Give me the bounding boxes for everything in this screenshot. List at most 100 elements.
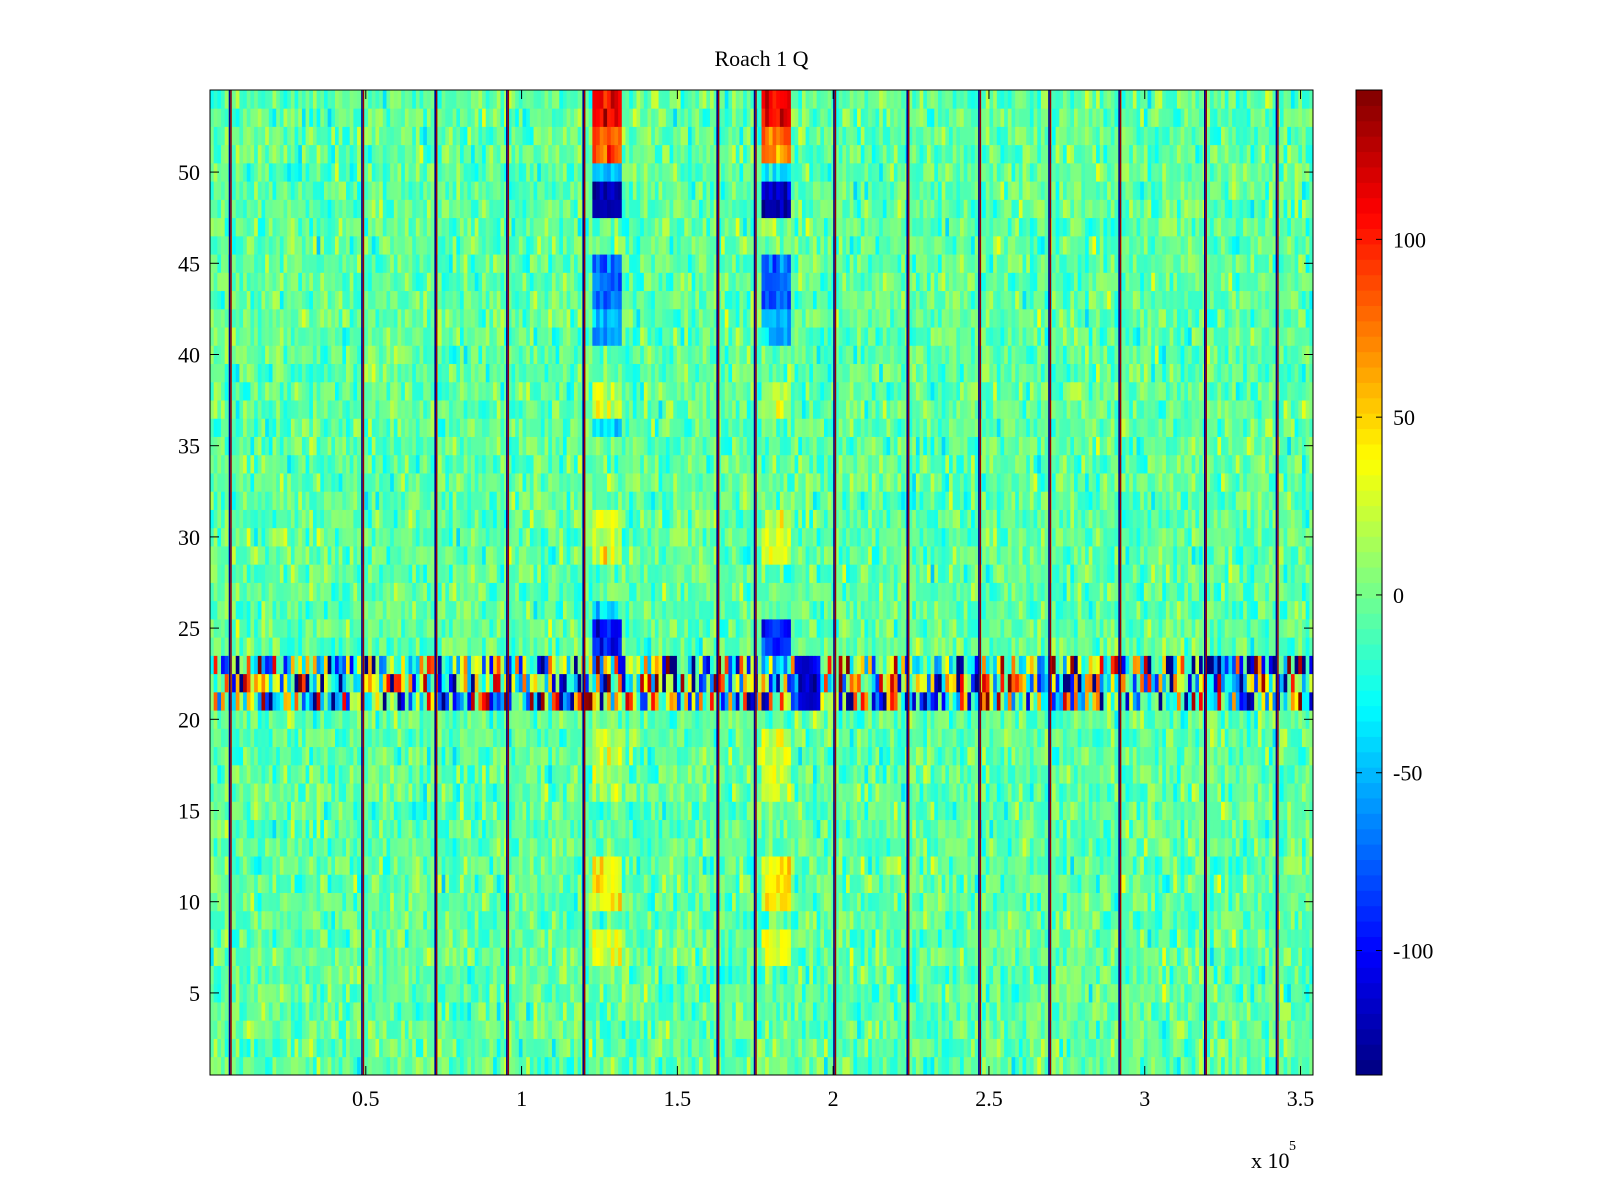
heatmap-cell [379, 1020, 384, 1039]
heatmap-cell [761, 910, 766, 930]
heatmap-cell [368, 801, 373, 821]
heatmap-cell [1165, 856, 1171, 875]
heatmap-cell [1033, 837, 1038, 857]
heatmap-cell [676, 929, 682, 948]
heatmap-cell [937, 819, 943, 839]
heatmap-cell [1011, 1002, 1016, 1021]
heatmap-cell [1147, 801, 1152, 821]
heatmap-cell [603, 892, 608, 912]
heatmap-cell [805, 965, 810, 985]
heatmap-cell [1210, 1056, 1215, 1076]
heatmap-cell [1110, 929, 1115, 948]
heatmap-cell [691, 819, 696, 839]
heatmap-cell [757, 874, 762, 893]
heatmap-cell [908, 819, 913, 839]
heatmap-cell [779, 783, 784, 802]
heatmap-cell [562, 764, 568, 784]
heatmap-cell [368, 819, 373, 839]
heatmap-cell [478, 764, 483, 784]
heatmap-cell [526, 929, 531, 948]
heatmap-cell [1235, 1056, 1240, 1076]
heatmap-cell [735, 783, 740, 802]
heatmap-cell [1107, 856, 1112, 875]
heatmap-cell [335, 892, 340, 912]
heatmap-cell [1287, 947, 1292, 966]
heatmap-cell [974, 1002, 979, 1021]
heatmap-cell [673, 910, 678, 930]
heatmap-cell [1154, 1002, 1159, 1021]
heatmap-cell [1180, 837, 1185, 857]
heatmap-cell [338, 892, 343, 912]
heatmap-cell [235, 856, 240, 875]
heatmap-cell [912, 910, 917, 930]
heatmap-cell [224, 837, 229, 857]
heatmap-cell [798, 910, 803, 930]
heatmap-cell [533, 1038, 538, 1058]
heatmap-cell [1147, 910, 1152, 930]
heatmap-cell [915, 764, 920, 784]
heatmap-cell [824, 947, 829, 966]
heatmap-cell [1037, 892, 1042, 912]
heatmap-cell [640, 856, 645, 875]
heatmap-cell [610, 1020, 615, 1039]
heatmap-cell [857, 1002, 862, 1021]
heatmap-cell [937, 947, 943, 966]
heatmap-cell [607, 856, 612, 875]
heatmap-cell [1309, 856, 1314, 875]
heatmap-cell [1187, 947, 1193, 966]
heatmap-cell [379, 819, 384, 839]
heatmap-cell [1129, 837, 1134, 857]
heatmap-cell [257, 856, 262, 875]
heatmap-cell [1221, 837, 1226, 857]
heatmap-cell [393, 1020, 398, 1039]
heatmap-cell [1022, 965, 1027, 985]
heatmap-cell [445, 965, 450, 985]
heatmap-cell [445, 1056, 450, 1076]
heatmap-cell [544, 1020, 549, 1039]
heatmap-cell [809, 1056, 814, 1076]
heatmap-cell [1239, 1002, 1244, 1021]
heatmap-cell [971, 892, 976, 912]
heatmap-cell [235, 783, 240, 802]
heatmap-cell [279, 892, 284, 912]
heatmap-cell [1151, 837, 1156, 857]
heatmap-cell [728, 929, 733, 948]
heatmap-cell [750, 1038, 755, 1058]
heatmap-cell [893, 965, 898, 985]
heatmap-cell [676, 1020, 682, 1039]
heatmap-cell [1044, 892, 1049, 912]
heatmap-cell [654, 764, 659, 784]
heatmap-cell [743, 983, 748, 1003]
heatmap-cell [897, 965, 902, 985]
heatmap-cell [1085, 965, 1090, 985]
heatmap-cell [1246, 783, 1251, 802]
heatmap-cell [1301, 929, 1307, 948]
heatmap-cell [1059, 783, 1064, 802]
heatmap-cell [408, 1056, 413, 1076]
heatmap-cell [217, 1038, 222, 1058]
heatmap-cell [625, 837, 630, 857]
heatmap-cell [1243, 856, 1248, 875]
heatmap-cell [665, 783, 670, 802]
heatmap-cell [1022, 856, 1027, 875]
heatmap-cell [1051, 819, 1057, 839]
heatmap-cell [1151, 874, 1156, 893]
heatmap-cell [430, 1056, 435, 1076]
heatmap-cell [945, 1038, 950, 1058]
heatmap-cell [250, 1038, 255, 1058]
heatmap-cell [721, 801, 726, 821]
heatmap-cell [390, 837, 395, 857]
heatmap-cell [1022, 1002, 1027, 1021]
heatmap-cell [379, 1056, 384, 1076]
heatmap-cell [390, 929, 395, 948]
heatmap-cell [669, 983, 674, 1003]
heatmap-cell [621, 965, 626, 985]
heatmap-cell [603, 1038, 608, 1058]
heatmap-cell [809, 929, 814, 948]
heatmap-cell [1268, 856, 1273, 875]
heatmap-cell [1287, 874, 1292, 893]
heatmap-cell [717, 1038, 722, 1058]
heatmap-cell [272, 856, 277, 875]
heatmap-cell [739, 837, 744, 857]
heatmap-cell [974, 1020, 979, 1039]
